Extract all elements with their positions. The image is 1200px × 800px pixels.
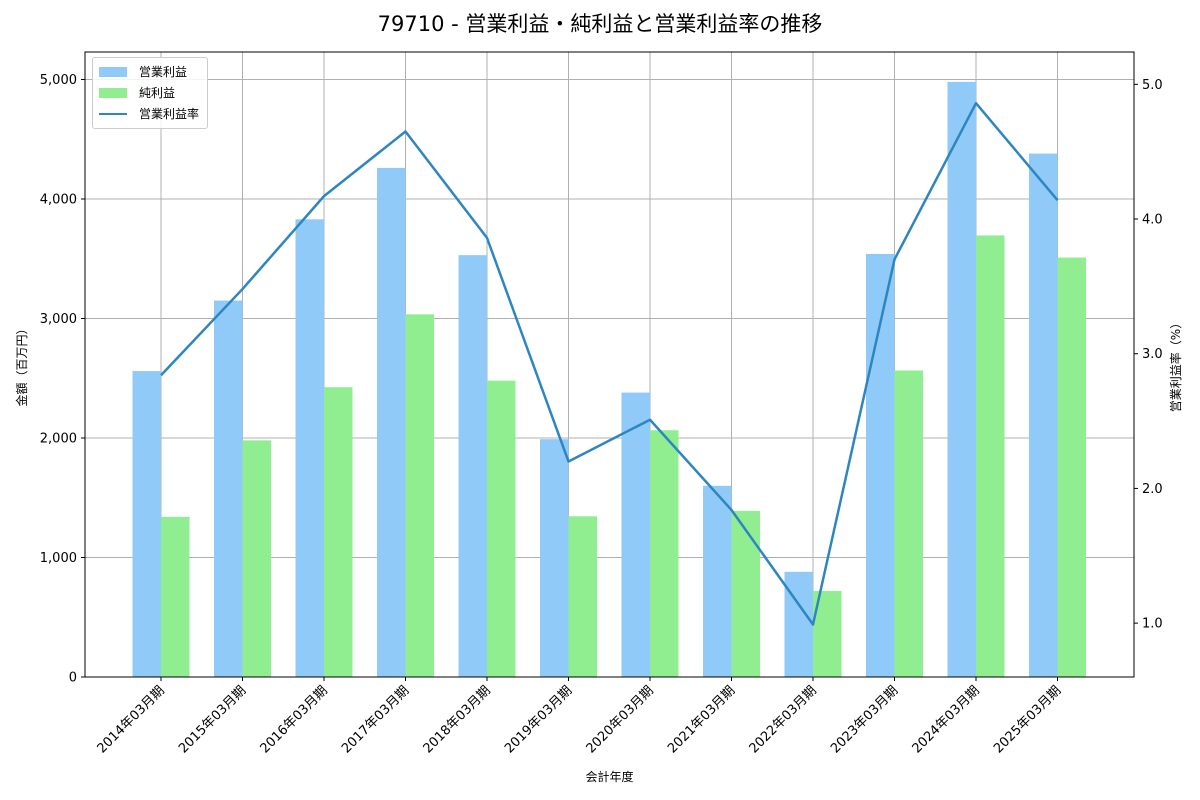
plot-frame xyxy=(84,51,1135,678)
x-tick-label: 2018年03月期 xyxy=(421,683,494,756)
legend-label-net-profit: 純利益 xyxy=(139,86,176,100)
x-tick-label: 2015年03月期 xyxy=(176,683,249,756)
bar-operating-profit xyxy=(458,255,487,677)
bar-operating-profit xyxy=(295,219,324,677)
bar-operating-profit xyxy=(377,167,406,677)
bar-operating-profit xyxy=(947,81,976,677)
x-tick-label: 2023年03月期 xyxy=(828,683,901,756)
x-tick-label: 2021年03月期 xyxy=(665,683,738,756)
right-tick-label: 3.0 xyxy=(1142,347,1163,362)
bar-operating-profit xyxy=(621,392,650,677)
legend: 営業利益 純利益 営業利益率 xyxy=(92,57,209,129)
chart-title: 79710 - 営業利益・純利益と営業利益率の推移 xyxy=(377,12,823,36)
left-tick-label: 1,000 xyxy=(40,551,77,566)
legend-swatch-net-profit xyxy=(99,87,127,98)
x-axis-label: 会計年度 xyxy=(585,769,633,784)
legend-line-operating-margin xyxy=(99,112,127,115)
bar-operating-profit xyxy=(214,300,243,677)
left-tick-label: 2,000 xyxy=(40,431,77,446)
bar-operating-profit xyxy=(866,253,895,678)
left-tick-label: 0 xyxy=(69,671,77,686)
right-tick-label: 4.0 xyxy=(1142,213,1163,228)
bar-net-profit xyxy=(161,516,190,677)
x-tick-label: 2014年03月期 xyxy=(95,683,168,756)
left-tick-label: 4,000 xyxy=(40,192,77,207)
x-tick-label: 2017年03月期 xyxy=(339,683,412,756)
line-operating-margin xyxy=(160,101,1059,626)
bar-net-profit xyxy=(242,440,271,677)
legend-label-operating-margin: 営業利益率 xyxy=(139,107,200,121)
bar-net-profit xyxy=(731,510,760,677)
right-tick-label: 1.0 xyxy=(1142,617,1163,632)
bar-operating-profit xyxy=(1029,153,1058,677)
y-axis-right-label: 営業利益率（%） xyxy=(1168,317,1183,412)
bar-net-profit xyxy=(650,430,679,677)
x-tick-label: 2019年03月期 xyxy=(502,683,575,756)
bar-operating-profit xyxy=(784,571,813,677)
legend-item-net-profit: 純利益 xyxy=(99,82,199,103)
bar-net-profit xyxy=(976,235,1005,678)
bar-net-profit xyxy=(324,387,353,677)
bar-net-profit xyxy=(1057,257,1086,677)
x-tick-label: 2016年03月期 xyxy=(258,683,331,756)
right-tick-label: 5.0 xyxy=(1142,78,1163,93)
x-tick-label: 2020年03月期 xyxy=(584,683,657,756)
x-tick-label: 2024年03月期 xyxy=(910,683,983,756)
bar-operating-profit xyxy=(132,371,161,677)
x-tick-label: 2025年03月期 xyxy=(991,683,1064,756)
bar-net-profit xyxy=(568,516,597,677)
right-tick-label: 2.0 xyxy=(1142,482,1163,497)
x-tick-label: 2022年03月期 xyxy=(747,683,820,756)
bar-net-profit xyxy=(894,370,923,677)
bar-net-profit xyxy=(405,314,434,677)
legend-swatch-operating-profit xyxy=(99,66,127,77)
legend-item-operating-profit: 営業利益 xyxy=(99,61,199,82)
y-axis-left-label: 金額（百万円） xyxy=(14,322,29,406)
bar-operating-profit xyxy=(703,485,732,677)
bar-operating-profit xyxy=(540,439,569,677)
bar-net-profit xyxy=(487,380,516,677)
left-tick-label: 5,000 xyxy=(40,73,77,88)
left-tick-label: 3,000 xyxy=(40,312,77,327)
legend-item-operating-margin: 営業利益率 xyxy=(99,103,199,124)
legend-label-operating-profit: 営業利益 xyxy=(139,65,188,79)
